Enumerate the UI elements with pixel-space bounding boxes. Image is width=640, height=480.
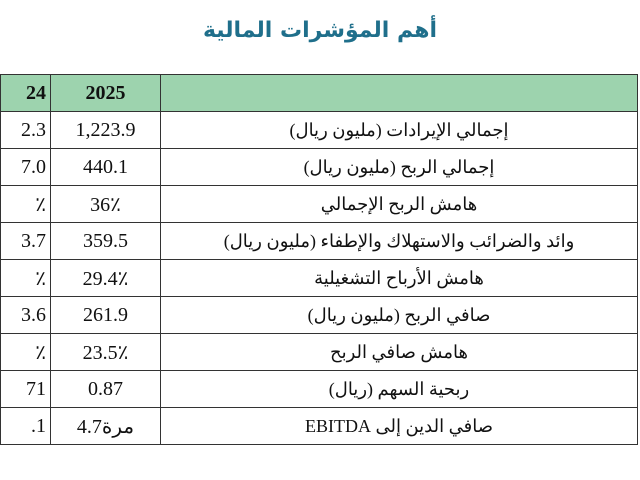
row-label: صافي الربح (مليون ريال) (160, 296, 638, 334)
value-2025: 359.5 (50, 222, 161, 260)
value-2024-text: 2.3 (21, 118, 46, 141)
table-row: 2.3 1,223.9 إجمالي الإيرادات (مليون ريال… (0, 111, 638, 149)
value-2024-text: 3.7 (21, 229, 46, 252)
row-label: هامش الربح الإجمالي (160, 185, 638, 223)
value-2024: 3.7 (0, 222, 51, 260)
page-title: أهم المؤشرات المالية (202, 18, 438, 43)
value-2024: ٪ (0, 333, 51, 371)
value-2025: 23.5٪ (50, 333, 161, 371)
table-row: 3.7 359.5 وائد والضرائب والاستهلاك والإط… (0, 222, 638, 260)
value-2024: ٪ (0, 259, 51, 297)
row-label: ربحية السهم (ريال) (160, 370, 638, 408)
row-label: إجمالي الإيرادات (مليون ريال) (160, 111, 638, 149)
value-2025: 0.87 (50, 370, 161, 408)
row-label: إجمالي الربح (مليون ريال) (160, 148, 638, 186)
table-row: ٪ 23.5٪ هامش صافي الربح (0, 333, 638, 371)
table-row: 7.0 440.1 إجمالي الربح (مليون ريال) (0, 148, 638, 186)
value-2024-text: 7.0 (21, 155, 46, 178)
value-2024: ٪ (0, 185, 51, 223)
row-label: هامش الأرباح التشغيلية (160, 259, 638, 297)
value-2024: 7.0 (0, 148, 51, 186)
value-2024-text: ٪ (35, 341, 46, 364)
header-label (160, 74, 638, 112)
value-2025: 1,223.9 (50, 111, 161, 149)
value-2024-text: 3.6 (21, 303, 46, 326)
table-row: .1 4.7مرة صافي الدين إلى EBITDA (0, 407, 638, 445)
value-2025: 440.1 (50, 148, 161, 186)
value-2025: 29.4٪ (50, 259, 161, 297)
table-header-row: 24 2025 (0, 74, 638, 112)
table-row: ٪ 36٪ هامش الربح الإجمالي (0, 185, 638, 223)
header-2024-text: 24 (26, 81, 46, 104)
row-label: صافي الدين إلى EBITDA (160, 407, 638, 445)
value-2025: 36٪ (50, 185, 161, 223)
value-2025: 4.7مرة (50, 407, 161, 445)
value-2024: 3.6 (0, 296, 51, 334)
value-2024: .1 (0, 407, 51, 445)
value-2024: 71 (0, 370, 51, 408)
value-2024-text: .1 (31, 414, 46, 437)
table-row: 71 0.87 ربحية السهم (ريال) (0, 370, 638, 408)
table-row: ٪ 29.4٪ هامش الأرباح التشغيلية (0, 259, 638, 297)
financial-indicators-table: 24 2025 2.3 1,223.9 إجمالي الإيرادات (مل… (0, 74, 638, 445)
value-2024-text: ٪ (35, 267, 46, 290)
table-row: 3.6 261.9 صافي الربح (مليون ريال) (0, 296, 638, 334)
row-label: وائد والضرائب والاستهلاك والإطفاء (مليون… (160, 222, 638, 260)
header-2024: 24 (0, 74, 51, 112)
value-2024: 2.3 (0, 111, 51, 149)
header-2025: 2025 (50, 74, 161, 112)
value-2025: 261.9 (50, 296, 161, 334)
row-label: هامش صافي الربح (160, 333, 638, 371)
value-2024-text: 71 (26, 377, 46, 400)
value-2024-text: ٪ (35, 193, 46, 216)
